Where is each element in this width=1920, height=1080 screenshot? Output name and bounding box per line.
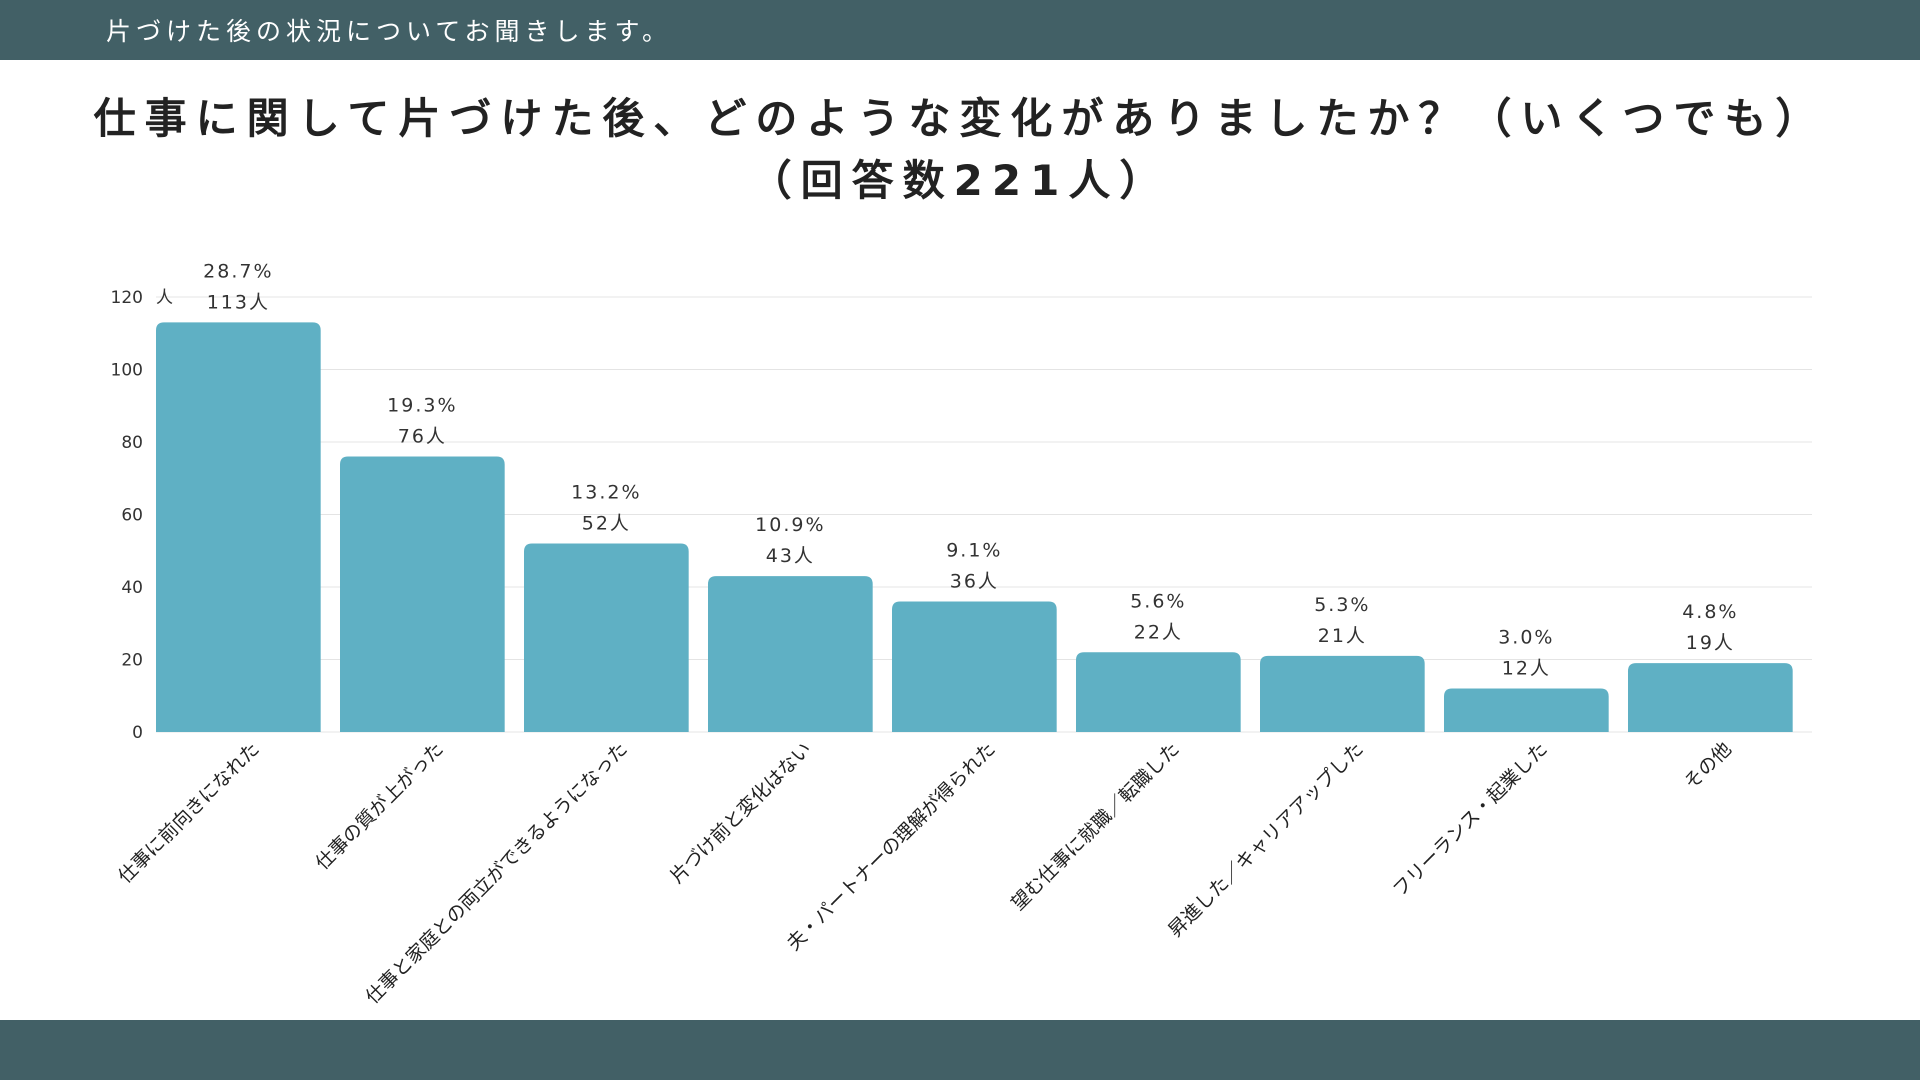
bar [1076, 652, 1241, 732]
count-label: 113人 [207, 291, 270, 313]
percent-label: 3.0% [1498, 627, 1554, 649]
y-axis-unit-label: 人 [156, 288, 173, 308]
count-label: 19人 [1686, 632, 1735, 654]
bar [340, 456, 505, 732]
count-label: 21人 [1318, 625, 1367, 647]
count-label: 22人 [1134, 621, 1183, 643]
percent-label: 9.1% [946, 540, 1002, 562]
x-category-label: 夫・パートナーの理解が得られた [783, 738, 1000, 955]
x-category-label: 昇進した／キャリアアップした [1164, 738, 1368, 942]
y-tick-label: 40 [121, 578, 143, 598]
percent-label: 28.7% [203, 260, 273, 282]
bar [892, 601, 1057, 732]
y-tick-label: 80 [121, 433, 143, 453]
x-category-label: 仕事に前向きになれた [114, 738, 264, 888]
header-subtitle: 片づけた後の状況についてお聞きします。 [106, 17, 673, 46]
percent-label: 5.3% [1314, 594, 1370, 616]
percent-label: 10.9% [755, 514, 825, 536]
x-category-label: 仕事の質が上がった [311, 738, 447, 874]
count-label: 76人 [398, 426, 447, 448]
count-label: 36人 [950, 571, 999, 593]
bar [524, 543, 689, 732]
percent-label: 13.2% [571, 482, 641, 504]
y-tick-label: 0 [132, 723, 143, 743]
bar [708, 576, 873, 732]
bar [1260, 655, 1425, 732]
x-category-label: 片づけ前と変化はない [666, 738, 816, 888]
chart-title-line-2: （回答数221人） [749, 156, 1171, 205]
count-label: 12人 [1502, 658, 1551, 680]
y-tick-label: 60 [121, 506, 143, 526]
bar [1628, 663, 1793, 732]
bar [1444, 688, 1609, 732]
y-tick-label: 120 [111, 288, 143, 308]
x-category-label: フリーランス・起業した [1389, 738, 1552, 901]
x-category-label: その他 [1680, 738, 1736, 794]
count-label: 43人 [766, 545, 815, 567]
footer-bar [0, 1020, 1920, 1080]
y-tick-label: 100 [111, 361, 143, 381]
y-tick-label: 20 [121, 651, 143, 671]
percent-label: 19.3% [387, 395, 457, 417]
x-category-label: 望む仕事に就職／転職した [1007, 738, 1184, 915]
chart-title-line-1: 仕事に関して片づけた後、どのような変化がありましたか？（いくつでも） [93, 94, 1827, 143]
percent-label: 4.8% [1682, 601, 1738, 623]
count-label: 52人 [582, 513, 631, 535]
bar [156, 322, 321, 732]
header-bar: 片づけた後の状況についてお聞きします。 [0, 0, 1920, 60]
percent-label: 5.6% [1130, 590, 1186, 612]
chart-title: 仕事に関して片づけた後、どのような変化がありましたか？（いくつでも） （回答数2… [0, 88, 1920, 212]
